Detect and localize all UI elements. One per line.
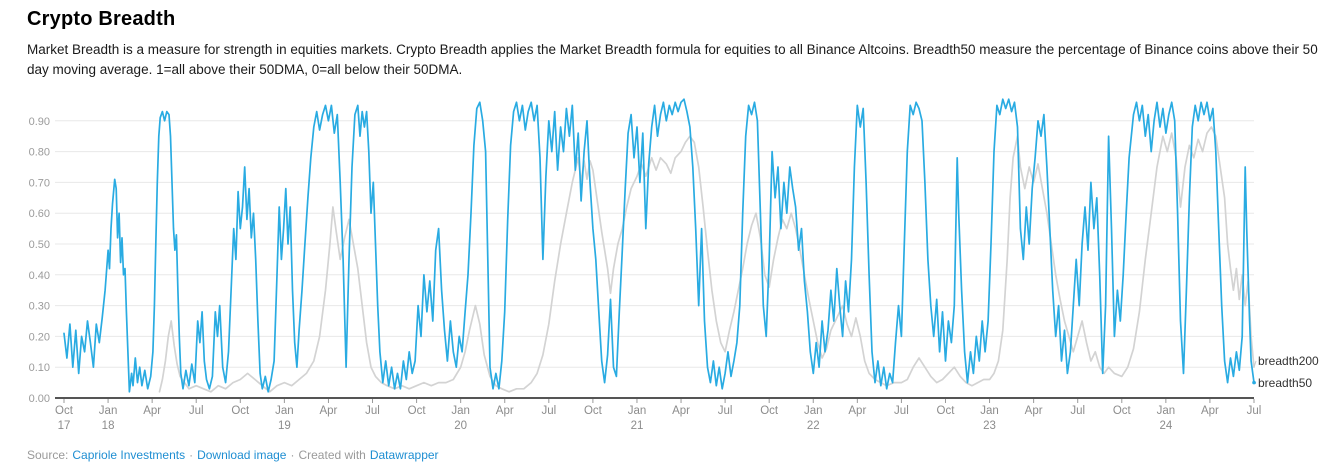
x-axis-month-label: Apr — [672, 405, 690, 417]
x-axis-year-label: 18 — [102, 420, 115, 432]
y-axis-tick-label: 0.30 — [29, 301, 50, 313]
x-axis-month-label: Oct — [760, 405, 779, 417]
y-axis-tick-label: 0.90 — [29, 116, 50, 128]
y-axis-tick-label: 0.00 — [29, 393, 50, 405]
x-axis-month-label: Jul — [1070, 405, 1085, 417]
created-with-label: Created with — [298, 448, 366, 462]
x-axis-month-label: Jan — [628, 405, 647, 417]
x-axis-month-label: Jul — [1247, 405, 1262, 417]
x-axis-month-label: Oct — [584, 405, 603, 417]
x-axis-month-label: Apr — [1201, 405, 1219, 417]
x-axis-month-label: Jan — [99, 405, 118, 417]
x-axis-month-label: Jul — [189, 405, 204, 417]
x-axis-month-label: Jan — [275, 405, 294, 417]
x-axis-year-label: 17 — [58, 420, 71, 432]
x-axis-month-label: Apr — [1025, 405, 1043, 417]
series-label-breadth50: breadth50 — [1258, 376, 1313, 390]
x-axis-month-label: Apr — [848, 405, 866, 417]
y-axis-tick-label: 0.70 — [29, 177, 50, 189]
y-axis-tick-label: 0.80 — [29, 147, 50, 159]
separator-dot: · — [189, 448, 194, 462]
series-line-breadth50 — [63, 98, 1255, 393]
y-axis-tick-label: 0.50 — [29, 239, 50, 251]
series-end-dot — [1252, 380, 1256, 385]
x-axis-year-label: 19 — [278, 420, 291, 432]
x-axis-month-label: Oct — [231, 405, 250, 417]
chart-description: Market Breadth is a measure for strength… — [27, 42, 1318, 77]
x-axis-month-label: Jul — [365, 405, 380, 417]
datawrapper-link[interactable]: Datawrapper — [369, 448, 439, 462]
separator-dot: · — [290, 448, 295, 462]
x-axis-month-label: Apr — [496, 405, 514, 417]
source-label: Source: — [27, 448, 69, 462]
x-axis-year-label: 24 — [1159, 420, 1172, 432]
x-axis-year-label: 23 — [983, 420, 996, 432]
source-link[interactable]: Capriole Investments — [72, 448, 186, 462]
y-axis-tick-label: 0.40 — [29, 270, 50, 282]
x-axis-month-label: Oct — [55, 405, 74, 417]
leader-line-breadth200 — [1253, 360, 1257, 368]
x-axis-month-label: Jan — [1157, 405, 1176, 417]
x-axis-month-label: Jan — [980, 405, 999, 417]
x-axis-year-label: 22 — [807, 420, 820, 432]
x-axis-month-label: Oct — [1113, 405, 1132, 417]
x-axis-year-label: 21 — [631, 420, 644, 432]
x-axis-year-label: 20 — [454, 420, 467, 432]
y-axis-tick-label: 0.60 — [29, 208, 50, 220]
x-axis-month-label: Jul — [894, 405, 909, 417]
series-label-breadth200: breadth200 — [1258, 354, 1319, 368]
download-image-link[interactable]: Download image — [197, 448, 287, 462]
x-axis-month-label: Apr — [143, 405, 161, 417]
x-axis-month-label: Oct — [937, 405, 956, 417]
y-axis-tick-label: 0.10 — [29, 362, 50, 374]
x-axis-month-label: Apr — [319, 405, 337, 417]
y-axis-tick-label: 0.20 — [29, 331, 50, 343]
x-axis-month-label: Jan — [451, 405, 470, 417]
page-title: Crypto Breadth — [27, 8, 176, 30]
x-axis-month-label: Jul — [718, 405, 733, 417]
chart-footer: Source: Capriole Investments · Download ima… — [27, 448, 439, 462]
x-axis-month-label: Oct — [408, 405, 427, 417]
x-axis-month-label: Jan — [804, 405, 823, 417]
x-axis-month-label: Jul — [541, 405, 556, 417]
